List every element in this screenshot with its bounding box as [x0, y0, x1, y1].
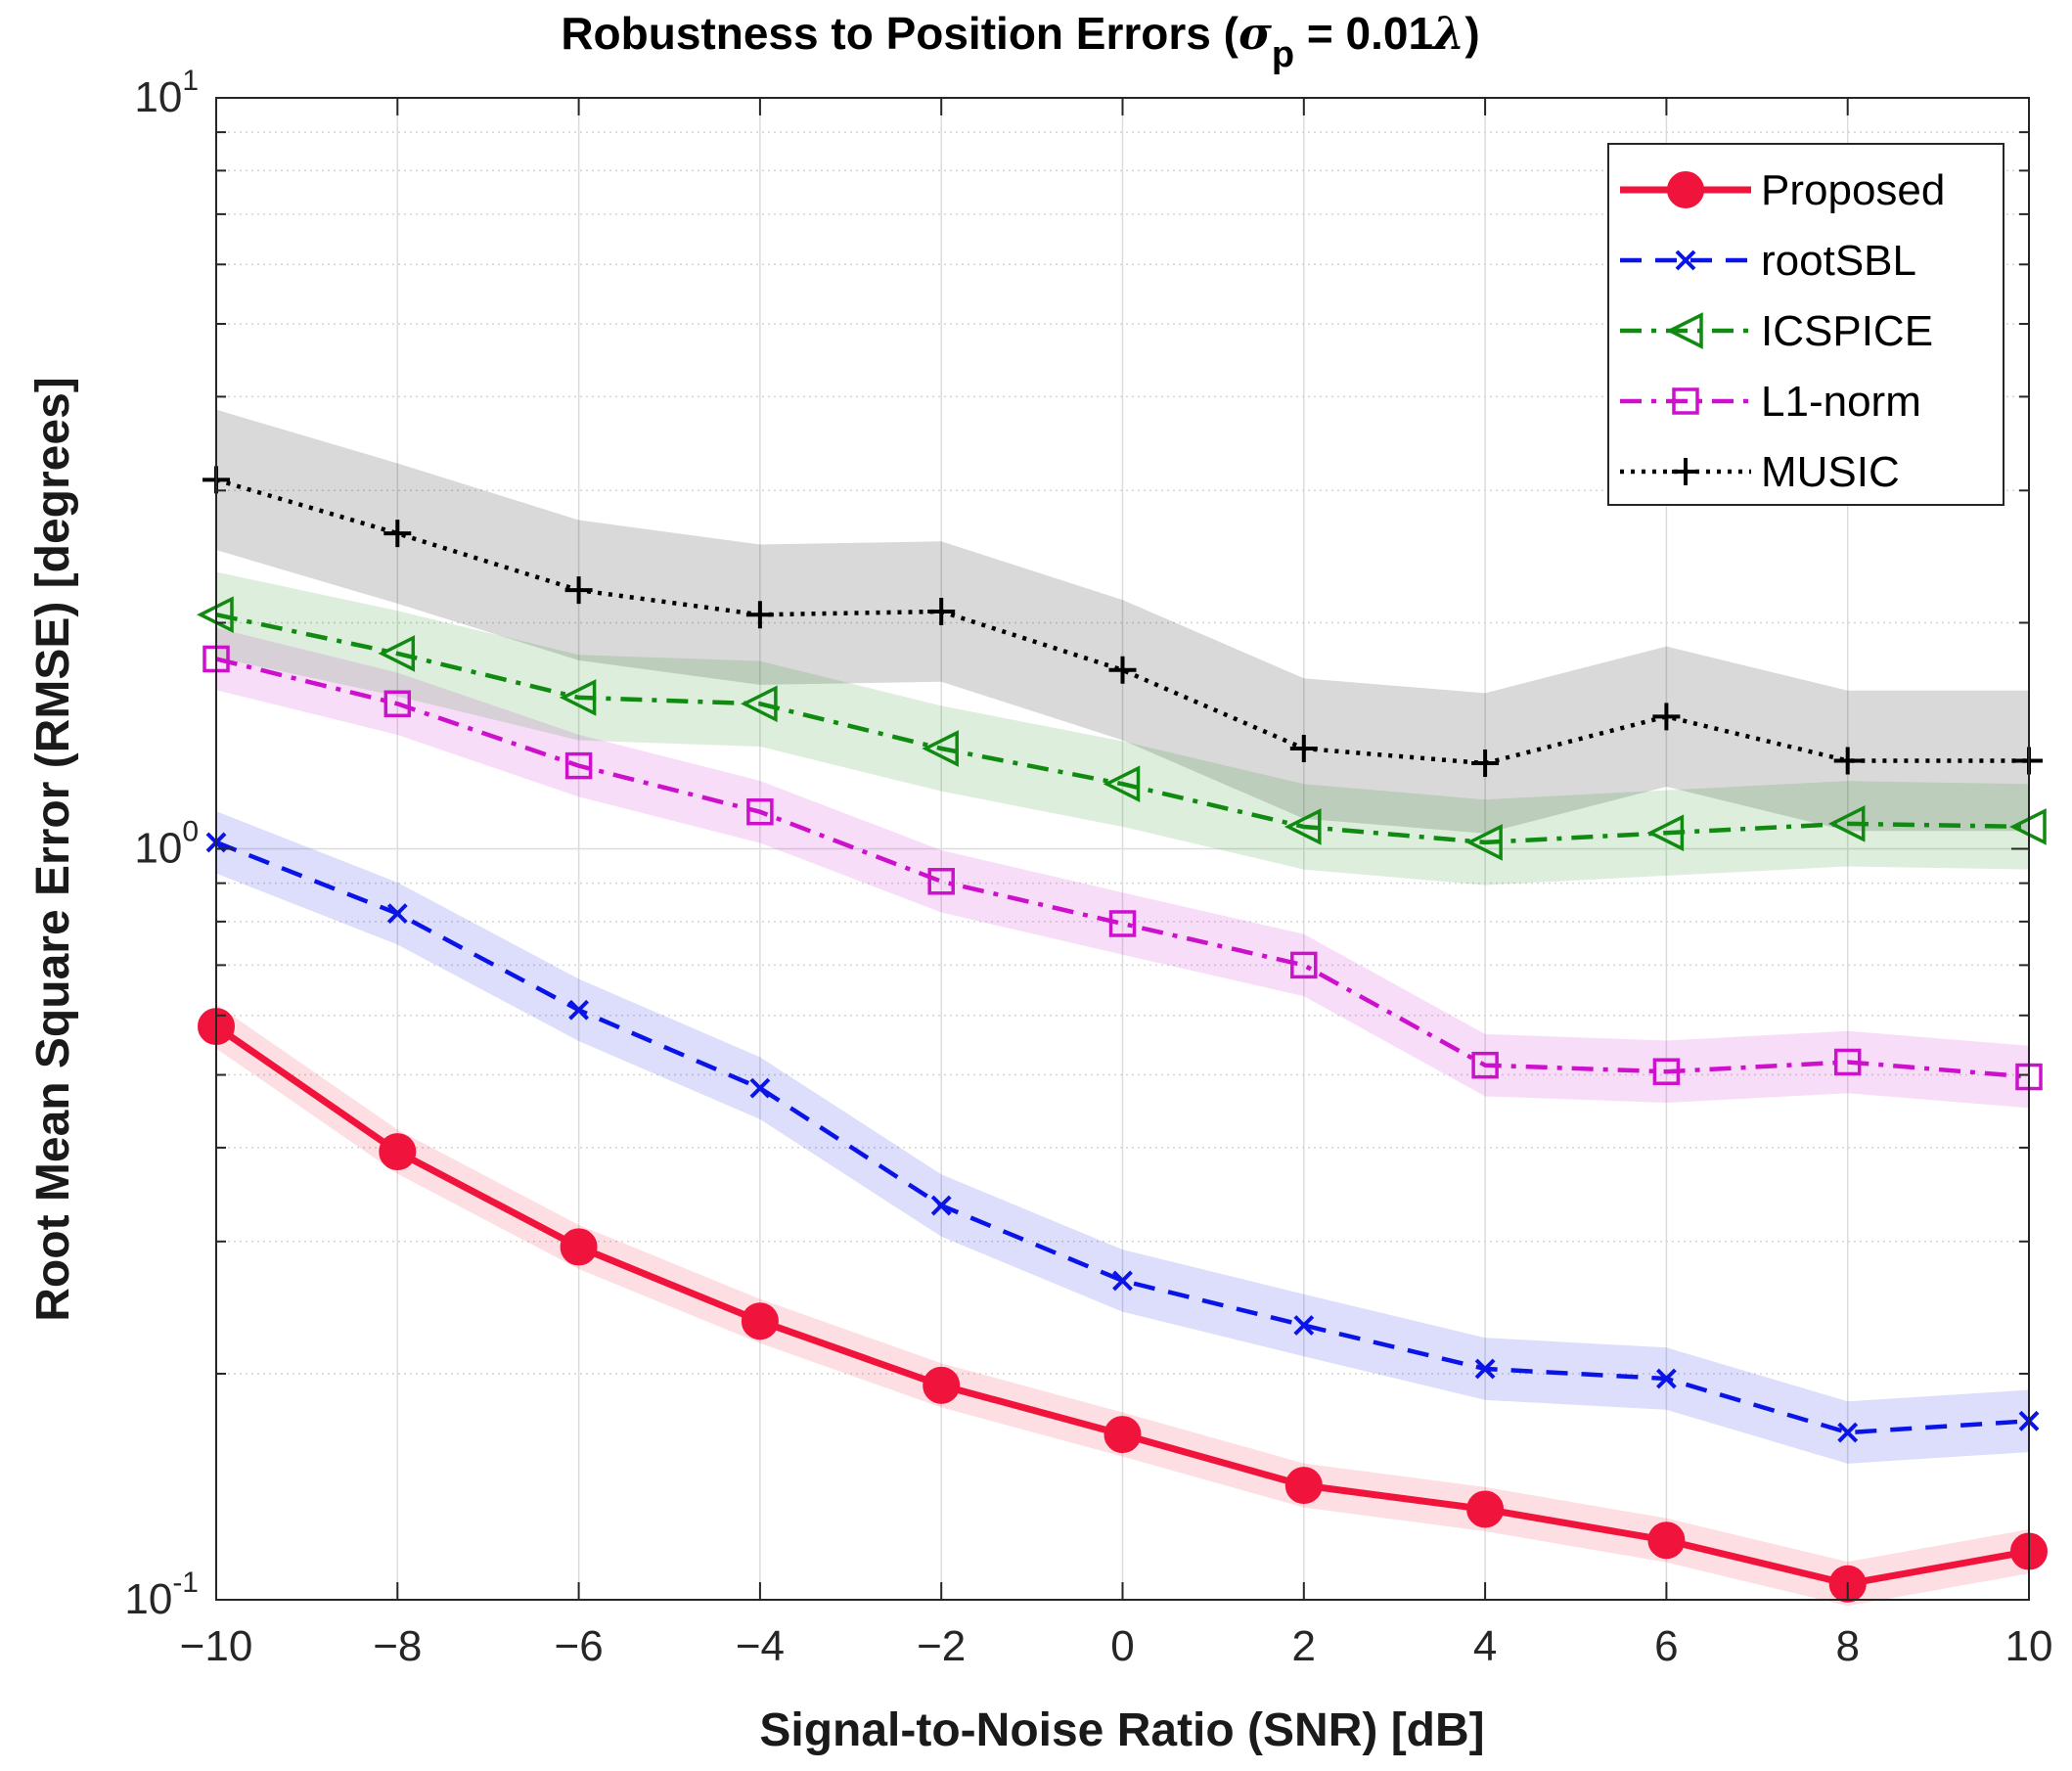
point-rootsbl — [1655, 1368, 1677, 1389]
x-tick-label: 0 — [1110, 1622, 1134, 1670]
legend-entry-proposed: Proposed — [1620, 166, 1945, 214]
legend-entry-l1norm: L1-norm — [1620, 378, 1921, 426]
point-proposed — [379, 1133, 417, 1171]
point-l1norm — [1290, 951, 1318, 979]
point-proposed — [741, 1302, 779, 1340]
legend-label-proposed: Proposed — [1761, 166, 1945, 214]
legend-entry-icspice: ICSPICE — [1620, 307, 1933, 355]
point-music — [1471, 749, 1500, 778]
legend: Proposed rootSBL ICSPICE L1-norm MUSIC — [1607, 143, 2004, 506]
x-tick-label: −10 — [180, 1622, 253, 1670]
point-l1norm — [1108, 910, 1137, 937]
point-proposed — [1647, 1521, 1686, 1560]
point-music — [927, 597, 956, 625]
point-rootsbl — [930, 1195, 952, 1216]
point-icspice — [922, 730, 959, 767]
x-axis-ticks: −10 −8 −6 −4 −2 0 2 4 6 8 10 — [180, 98, 2053, 1670]
x-tick-label: 8 — [1835, 1622, 1859, 1670]
x-tick-label: −8 — [373, 1622, 422, 1670]
point-icspice — [1465, 824, 1503, 861]
point-music — [1108, 656, 1137, 684]
point-rootsbl — [568, 999, 590, 1021]
y-tick-label: 101 — [134, 65, 199, 121]
x-tick-label: 10 — [2005, 1622, 2053, 1670]
legend-marker-proposed — [1667, 171, 1704, 208]
line-icspice — [215, 613, 2030, 845]
y-axis-ticks: 10-1 100 101 — [124, 65, 2029, 1623]
chart-title: Robustness to Position Errors (σp = 0.01… — [561, 7, 1479, 75]
point-rootsbl — [1112, 1270, 1133, 1292]
band-music — [216, 409, 2029, 834]
point-rootsbl — [1474, 1358, 1496, 1380]
y-tick-label: 100 — [134, 816, 199, 873]
point-music — [383, 520, 412, 548]
point-music — [1652, 703, 1681, 731]
legend-entry-music: MUSIC — [1620, 448, 1900, 496]
x-tick-label: −4 — [736, 1622, 785, 1670]
line-music — [215, 477, 2029, 766]
x-tick-label: 6 — [1654, 1622, 1678, 1670]
legend-entry-rootsbl: rootSBL — [1620, 237, 1916, 285]
x-tick-label: −6 — [555, 1622, 604, 1670]
legend-marker-icspice — [1666, 312, 1703, 349]
line-rootsbl — [215, 840, 2030, 1435]
x-tick-label: 2 — [1292, 1622, 1316, 1670]
point-l1norm — [383, 690, 412, 718]
legend-label-icspice: ICSPICE — [1761, 307, 1933, 355]
band-icspice — [216, 571, 2029, 886]
point-l1norm — [1471, 1051, 1499, 1079]
legend-marker-l1norm — [1672, 387, 1699, 415]
point-l1norm — [746, 797, 774, 826]
point-rootsbl — [749, 1077, 771, 1099]
point-icspice — [1284, 808, 1322, 845]
point-icspice — [1646, 814, 1685, 852]
legend-label-music: MUSIC — [1761, 448, 1900, 496]
legend-label-l1norm: L1-norm — [1761, 378, 1921, 426]
point-proposed — [1104, 1416, 1142, 1454]
point-icspice — [559, 679, 597, 716]
x-tick-label: −2 — [917, 1622, 966, 1670]
point-proposed — [560, 1228, 598, 1266]
x-tick-label: 4 — [1473, 1622, 1497, 1670]
point-rootsbl — [1837, 1422, 1859, 1443]
point-proposed — [923, 1366, 961, 1404]
point-l1norm — [1833, 1048, 1862, 1076]
legend-label-rootsbl: rootSBL — [1761, 237, 1916, 285]
point-music — [1289, 735, 1318, 763]
point-rootsbl — [1293, 1315, 1315, 1336]
point-proposed — [1284, 1467, 1323, 1505]
point-icspice — [1827, 805, 1866, 842]
point-music — [745, 601, 774, 629]
point-music — [1833, 747, 1862, 775]
line-l1norm — [215, 657, 2030, 1079]
x-axis-label: Signal-to-Noise Ratio (SNR) [dB] — [759, 1704, 1484, 1756]
legend-marker-music — [1672, 458, 1699, 485]
point-proposed — [1466, 1490, 1505, 1528]
point-l1norm — [927, 868, 955, 895]
point-l1norm — [564, 751, 593, 780]
point-rootsbl — [386, 903, 408, 925]
point-l1norm — [1652, 1058, 1681, 1085]
point-music — [564, 576, 593, 605]
y-axis-label: Root Mean Square Error (RMSE) [degrees] — [27, 377, 79, 1321]
legend-marker-rootsbl — [1675, 250, 1696, 271]
point-icspice — [740, 685, 778, 723]
point-icspice — [378, 635, 416, 672]
y-tick-label: 10-1 — [124, 1567, 199, 1623]
point-icspice — [1103, 765, 1141, 803]
